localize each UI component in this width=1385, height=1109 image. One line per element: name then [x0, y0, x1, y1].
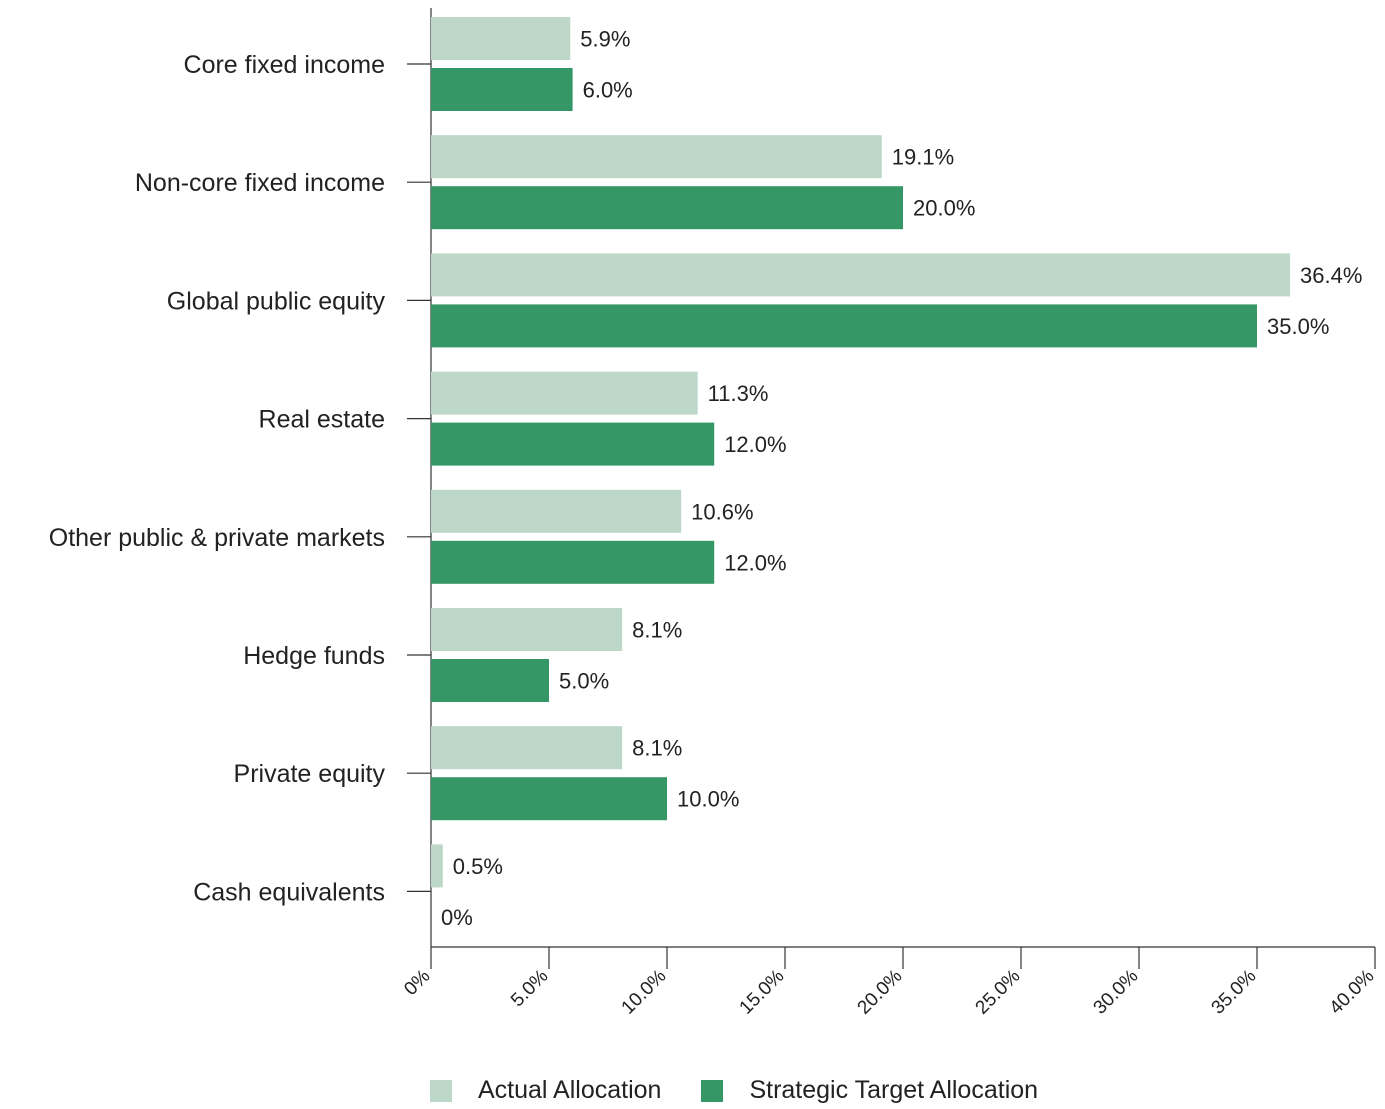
x-tick-label-0: 0%	[400, 966, 434, 1000]
value-label-actual-allocation-core-fixed-income: 5.9%	[580, 27, 630, 52]
bar-strategic-target-allocation-other-public-private-markets	[431, 540, 715, 584]
category-label-core-fixed-income: Core fixed income	[184, 51, 385, 79]
bar-actual-allocation-other-public-private-markets	[431, 489, 682, 533]
bar-strategic-target-allocation-hedge-funds	[431, 659, 549, 702]
category-label-hedge-funds: Hedge funds	[243, 642, 385, 670]
bar-actual-allocation-core-fixed-income	[431, 17, 571, 60]
value-label-actual-allocation-other-public-private-markets: 10.6%	[691, 499, 753, 524]
bar-actual-allocation-real-estate	[431, 371, 698, 415]
x-tick-label-3: 15.0%	[736, 966, 789, 1019]
bar-strategic-target-allocation-real-estate	[431, 422, 715, 466]
value-label-strategic-target-allocation-non-core-fixed-income: 20.0%	[913, 196, 975, 221]
x-tick-label-1: 5.0%	[507, 966, 553, 1012]
category-label-non-core-fixed-income: Non-core fixed income	[135, 169, 385, 197]
x-tick-label-8: 40.0%	[1326, 966, 1379, 1019]
value-label-actual-allocation-hedge-funds: 8.1%	[632, 618, 682, 643]
legend-item-actual: Actual Allocation	[430, 1076, 661, 1105]
x-tick-label-2: 10.0%	[618, 966, 671, 1019]
category-label-real-estate: Real estate	[259, 406, 385, 434]
legend-item-target: Strategic Target Allocation	[701, 1076, 1038, 1105]
bar-strategic-target-allocation-non-core-fixed-income	[431, 186, 903, 230]
value-label-strategic-target-allocation-cash-equivalents: 0%	[441, 905, 473, 930]
category-label-other-public-private-markets: Other public & private markets	[49, 524, 385, 552]
value-label-strategic-target-allocation-hedge-funds: 5.0%	[559, 669, 609, 694]
value-label-strategic-target-allocation-global-public-equity: 35.0%	[1267, 314, 1329, 339]
value-label-actual-allocation-real-estate: 11.3%	[708, 381, 769, 406]
chart-legend: Actual Allocation Strategic Target Alloc…	[430, 1076, 1078, 1105]
category-label-private-equity: Private equity	[234, 760, 386, 788]
legend-label-actual: Actual Allocation	[478, 1076, 662, 1104]
x-tick-label-4: 20.0%	[854, 966, 907, 1019]
bar-strategic-target-allocation-global-public-equity	[431, 304, 1257, 348]
category-label-global-public-equity: Global public equity	[167, 287, 386, 315]
value-label-actual-allocation-cash-equivalents: 0.5%	[453, 854, 503, 879]
value-label-actual-allocation-non-core-fixed-income: 19.1%	[892, 145, 954, 170]
value-label-actual-allocation-private-equity: 8.1%	[632, 736, 682, 761]
bar-strategic-target-allocation-private-equity	[431, 777, 667, 821]
bar-strategic-target-allocation-core-fixed-income	[431, 68, 573, 111]
category-label-cash-equivalents: Cash equivalents	[193, 878, 385, 906]
bar-actual-allocation-private-equity	[431, 726, 623, 770]
value-label-strategic-target-allocation-core-fixed-income: 6.0%	[583, 78, 633, 103]
legend-swatch-actual	[430, 1079, 452, 1102]
value-label-actual-allocation-global-public-equity: 36.4%	[1300, 263, 1362, 288]
bar-actual-allocation-cash-equivalents	[431, 844, 443, 888]
x-tick-label-5: 25.0%	[972, 966, 1025, 1019]
bar-actual-allocation-non-core-fixed-income	[431, 135, 882, 179]
value-label-strategic-target-allocation-real-estate: 12.0%	[724, 432, 786, 457]
bar-actual-allocation-global-public-equity	[431, 253, 1291, 297]
x-tick-label-6: 30.0%	[1090, 966, 1143, 1019]
legend-swatch-target	[701, 1079, 724, 1102]
x-tick-label-7: 35.0%	[1208, 966, 1261, 1019]
bar-actual-allocation-hedge-funds	[431, 608, 623, 651]
legend-label-target: Strategic Target Allocation	[749, 1076, 1039, 1104]
value-label-strategic-target-allocation-private-equity: 10.0%	[677, 787, 739, 812]
value-label-strategic-target-allocation-other-public-private-markets: 12.0%	[724, 550, 786, 575]
